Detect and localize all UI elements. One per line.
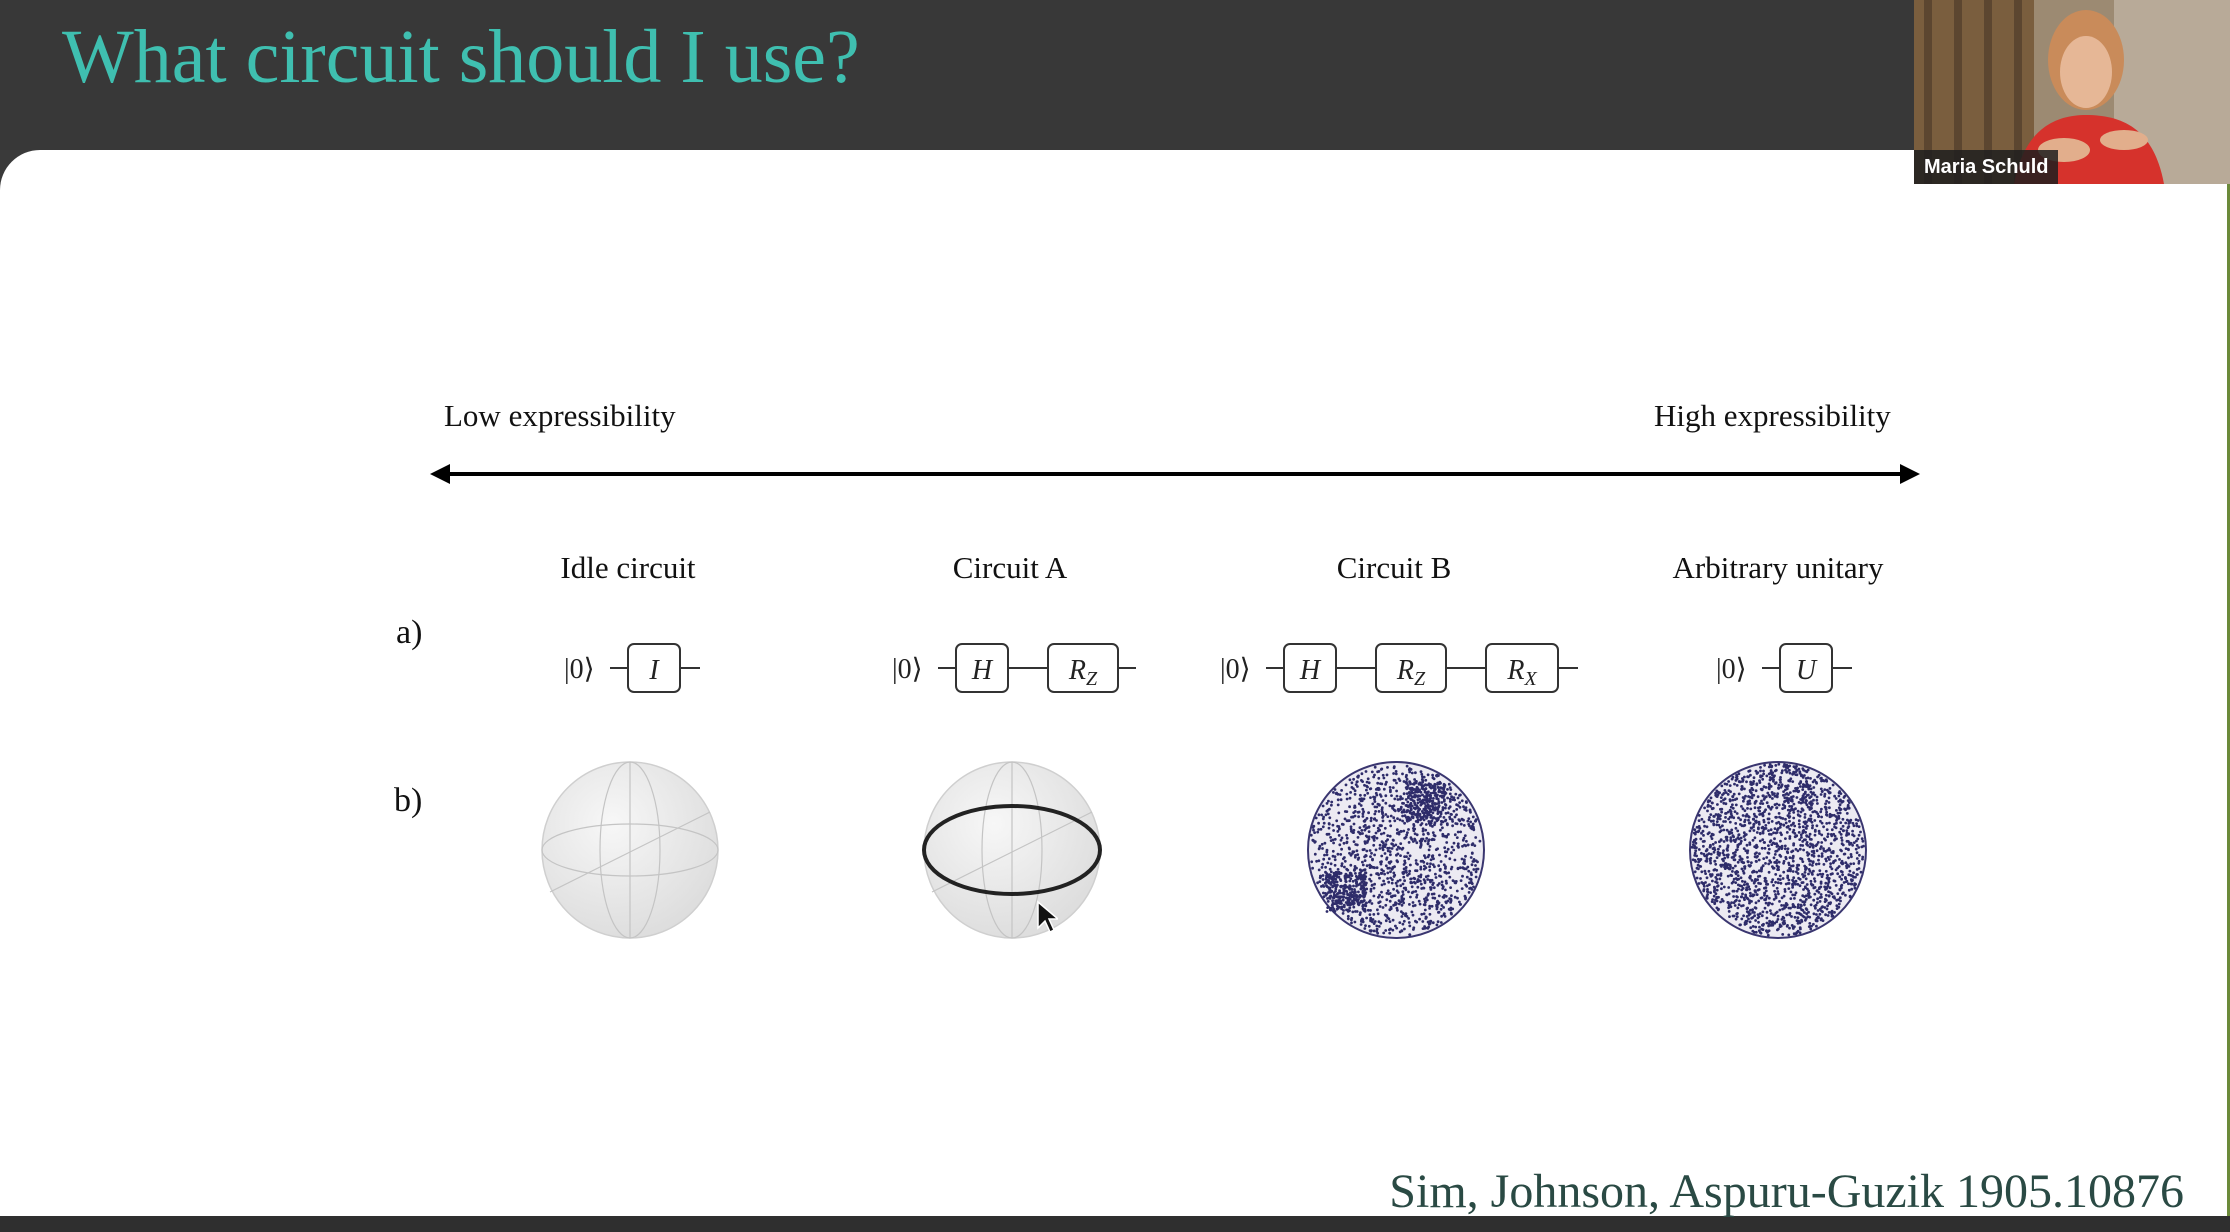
circuit-b: |0⟩ H RZ RX bbox=[1220, 643, 1578, 693]
svg-text:|0⟩: |0⟩ bbox=[1220, 654, 1251, 685]
gate-rz: RZ bbox=[1068, 655, 1098, 690]
citation: Sim, Johnson, Aspuru-Guzik 1905.10876 bbox=[1389, 1165, 2184, 1218]
participant-name-tag: Maria Schuld bbox=[1914, 150, 2059, 184]
column-label-circuit-b: Circuit B bbox=[1336, 550, 1452, 585]
gate-u: U bbox=[1796, 655, 1818, 686]
circuit-a: |0⟩ H RZ bbox=[892, 643, 1136, 693]
svg-text:H: H bbox=[971, 655, 994, 686]
gate-rx: RX bbox=[1506, 655, 1537, 690]
svg-text:|0⟩: |0⟩ bbox=[1716, 654, 1747, 685]
column-label-arbitrary: Arbitrary unitary bbox=[1672, 550, 1884, 585]
svg-text:H: H bbox=[1299, 655, 1322, 686]
title-bar: What circuit should I use? bbox=[0, 0, 2230, 150]
column-label-circuit-a: Circuit A bbox=[952, 550, 1068, 585]
row-label-a: a) bbox=[396, 614, 423, 651]
gate-i: I bbox=[648, 655, 660, 686]
low-expressibility-label: Low expressibility bbox=[444, 398, 676, 433]
slide-title: What circuit should I use? bbox=[62, 15, 860, 99]
mouse-pointer-icon bbox=[1037, 900, 1058, 934]
circuit-arbitrary: |0⟩ U bbox=[1716, 643, 1852, 693]
bottom-bar bbox=[0, 1216, 2230, 1232]
bloch-sphere-circuit-a bbox=[922, 761, 1102, 939]
expressibility-arrow bbox=[430, 464, 1920, 484]
ket-zero: |0⟩ bbox=[564, 654, 595, 685]
row-label-b: b) bbox=[394, 782, 423, 819]
high-expressibility-label: High expressibility bbox=[1654, 398, 1891, 433]
bloch-sphere-idle bbox=[541, 761, 719, 939]
bloch-sphere-arbitrary bbox=[1689, 761, 1867, 939]
circuit-idle: |0⟩ I bbox=[564, 643, 700, 693]
bloch-sphere-circuit-b bbox=[1307, 761, 1485, 939]
svg-text:|0⟩: |0⟩ bbox=[892, 654, 923, 685]
column-label-idle: Idle circuit bbox=[560, 550, 696, 585]
slide-edge-accent bbox=[2227, 180, 2230, 1216]
svg-text:RZ: RZ bbox=[1396, 655, 1426, 690]
